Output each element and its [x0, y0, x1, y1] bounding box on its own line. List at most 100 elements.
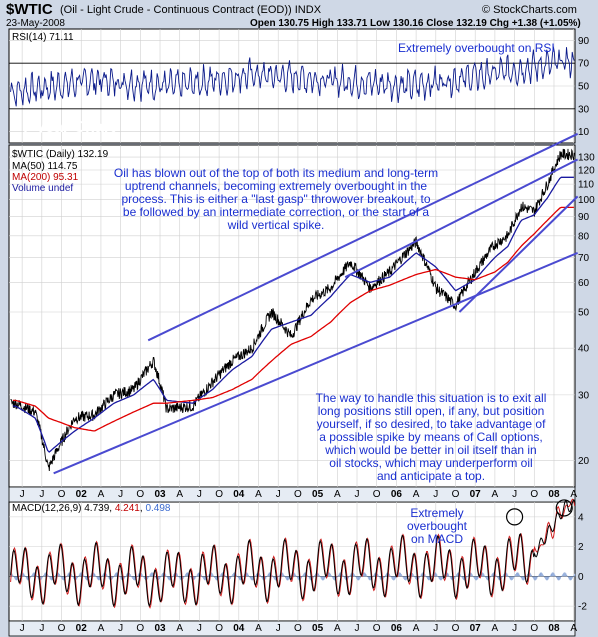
macd-tick-label: 2	[578, 542, 584, 553]
time-tick-label: J	[433, 623, 438, 634]
annotation-bottom-line: yourself, if so desired, to take advanta…	[316, 417, 546, 431]
time-tick-label: J	[433, 489, 438, 500]
time-tick-label: 07	[470, 489, 482, 500]
time-tick-label: 06	[391, 489, 403, 500]
time-tick-label: 02	[76, 623, 88, 634]
annotation-bottom-line: The way to handle this situation is to e…	[315, 391, 547, 405]
rsi-tick-label: 10	[578, 127, 590, 138]
price-line	[10, 148, 575, 472]
macd-label: MACD(12,26,9) 4.739, 4.241, 0.498	[12, 503, 171, 514]
annotation-bottom-line: which would be better in oil itself than…	[325, 443, 537, 457]
price-panel	[8, 144, 576, 488]
annotation-top: Oil has blown out of the top of both its…	[96, 167, 456, 232]
upper-long-trendline	[147, 132, 579, 342]
time-tick-label: A	[176, 489, 183, 500]
rsi-label: RSI(14) 71.11	[12, 32, 74, 43]
macd-annotation-line: overbought	[406, 519, 468, 533]
price-tick-label: 90	[578, 212, 590, 223]
upper-medium-trendline	[344, 158, 579, 279]
annotation-bottom-line: and anticipate a top.	[376, 469, 486, 483]
annotation-bottom-line: oil stocks, which may underperform oil	[329, 456, 533, 470]
time-tick-label: J	[197, 623, 202, 634]
time-tick-label: O	[373, 623, 381, 634]
ma200-line	[12, 206, 574, 432]
watermark: © StockCharts.com	[482, 4, 577, 16]
annotation-bottom-line: long positions still open, if any, but p…	[317, 404, 545, 418]
macd-line	[10, 499, 576, 608]
time-tick-label: A	[98, 623, 105, 634]
time-tick-label: J	[355, 489, 360, 500]
annotation-top-line: process. This is either a "last gasp" th…	[121, 192, 431, 206]
macd-value: 4.739	[84, 503, 110, 514]
macd-signal-value: 4.241	[114, 503, 140, 514]
annotation-bottom-line: a possible spike by means of Call option…	[319, 430, 543, 444]
time-tick-label: O	[452, 623, 460, 634]
price-tick-label: 50	[578, 308, 590, 319]
rsi-tick-label: 90	[578, 36, 590, 47]
rsi-line	[10, 46, 575, 107]
time-tick-label: J	[276, 623, 281, 634]
time-tick-label: 08	[548, 489, 560, 500]
macd-tick-label: 0	[578, 572, 584, 583]
legend-ma50: MA(50) 114.75	[12, 161, 78, 172]
time-tick-label: A	[492, 623, 499, 634]
time-tick-label: 03	[154, 489, 166, 500]
price-tick-label: 60	[578, 278, 590, 289]
macd-hist-value: 0.498	[145, 503, 171, 514]
time-tick-label: O	[530, 623, 538, 634]
lower-medium-trendline	[458, 195, 579, 313]
rsi-tick-label: 70	[578, 59, 590, 70]
time-tick-label: A	[413, 623, 420, 634]
price-tick-label: 70	[578, 253, 590, 264]
legend-ma200: MA(200) 95.31	[12, 172, 79, 183]
annotation-top-line: be followed by an intermediate correctio…	[122, 205, 430, 219]
rsi-tick-label: 30	[578, 104, 590, 115]
rsi-annotation: Extremely overbought on RSI	[398, 41, 555, 55]
price-tick-label: 40	[578, 344, 590, 355]
price-tick-label: 30	[578, 390, 590, 401]
annotation-top-line: Oil has blown out of the top of both its…	[113, 166, 439, 180]
chart-date: 23-May-2008	[6, 18, 65, 29]
price-tick-label: 110	[578, 180, 594, 191]
time-tick-label: 05	[312, 489, 324, 500]
time-tick-label: 06	[391, 623, 403, 634]
seven-year-label: 7-year Chart	[22, 119, 116, 136]
time-tick-label: J	[20, 489, 25, 500]
legend-volume: Volume undef	[12, 183, 74, 194]
time-tick-label: 04	[233, 623, 245, 634]
macd-peak-circle	[505, 508, 524, 526]
annotation-top-line: uptrend channels, becoming extremely ove…	[124, 179, 428, 193]
time-tick-label: A	[492, 489, 499, 500]
price-tick-label: 120	[578, 166, 595, 177]
time-tick-label: O	[58, 623, 66, 634]
time-tick-label: J	[197, 489, 202, 500]
time-tick-label: O	[294, 489, 302, 500]
time-tick-label: 07	[470, 623, 482, 634]
time-tick-label: 03	[154, 623, 166, 634]
price-tick-label: 100	[578, 195, 595, 206]
legend-price: $WTIC (Daily) 132.19	[12, 149, 109, 160]
price-tick-label: 20	[578, 456, 590, 467]
time-tick-label: A	[334, 623, 341, 634]
macd-annotation-line: Extremely	[410, 506, 464, 520]
time-tick-label: O	[58, 489, 66, 500]
time-tick-label: J	[39, 489, 44, 500]
macd-peak-circle	[555, 499, 573, 517]
annotation-top-line: wild vertical spike.	[227, 218, 325, 232]
time-tick-label: O	[215, 623, 223, 634]
time-tick-label: O	[530, 489, 538, 500]
time-tick-label: O	[294, 623, 302, 634]
time-tick-label: A	[570, 489, 577, 500]
time-tick-label: J	[118, 623, 123, 634]
time-tick-label: A	[176, 623, 183, 634]
time-tick-label: J	[20, 623, 25, 634]
time-tick-label: O	[373, 489, 381, 500]
time-tick-label: 05	[312, 623, 324, 634]
time-axis-band-bottom	[8, 620, 576, 637]
ma50-line	[12, 176, 574, 453]
time-tick-label: 04	[233, 489, 245, 500]
ohlc-quote: Open 130.75 High 133.71 Low 130.16 Close…	[250, 18, 581, 29]
time-tick-label: O	[136, 489, 144, 500]
time-tick-label: J	[39, 623, 44, 634]
